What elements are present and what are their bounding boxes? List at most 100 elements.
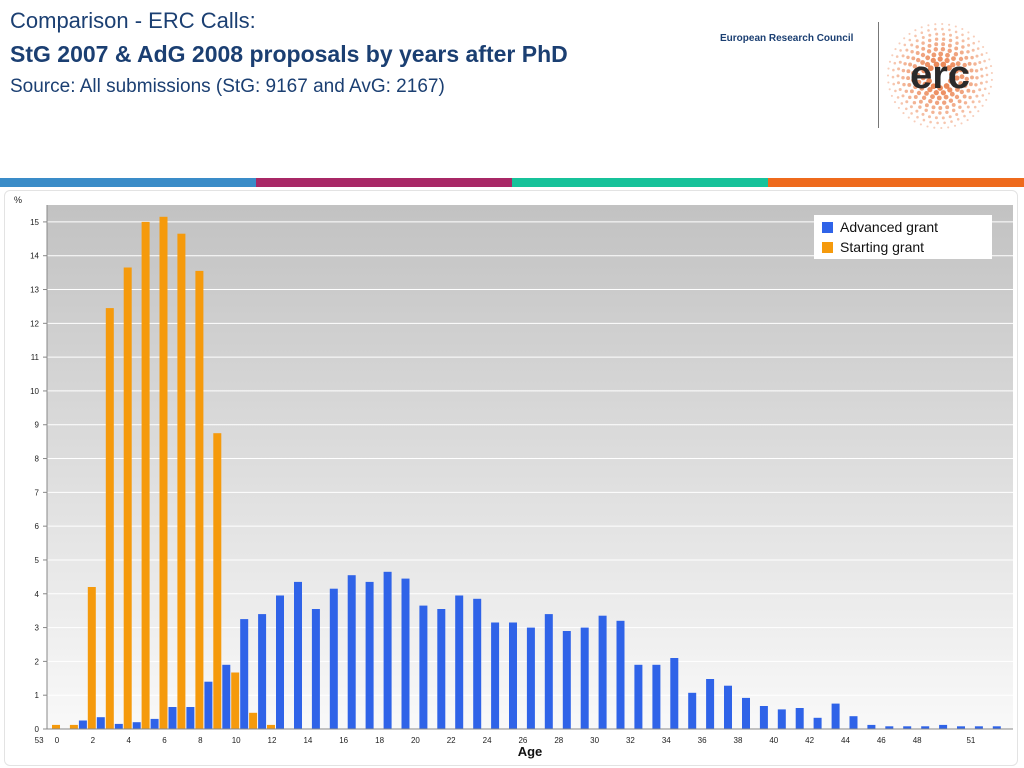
logo-dot [898,87,902,92]
advanced-grant-bar [186,707,195,729]
logo-dot [914,34,917,38]
y-tick-label: 2 [35,657,40,666]
logo-dot [975,94,979,98]
logo-dot [943,121,946,125]
logo-dot [911,56,916,61]
logo-dot [933,89,939,96]
x-tick-label: 10 [232,736,241,745]
starting-grant-bar [52,724,60,729]
logo-dot [911,70,916,76]
logo-dot [969,68,974,73]
logo-dot [901,54,905,58]
logo-dot [928,99,933,104]
logo-dot [928,33,932,37]
logo-dot [968,95,972,100]
starting-grant-bar [123,267,132,729]
x-tick-label: 22 [447,736,456,745]
logo-dot [989,85,992,88]
advanced-grant-bar [473,598,482,729]
logo-dot [978,60,982,65]
logo-dot [891,54,894,57]
logo-dot [950,62,956,68]
logo-dot [951,102,956,107]
logo-dot [910,112,913,115]
logo-dot [972,35,975,38]
logo-dot [961,109,965,113]
logo-dot [920,31,924,34]
logo-dot [908,38,912,42]
logo-dot [919,123,922,126]
logo-dot [968,110,972,114]
x-tick-label: 28 [554,736,563,745]
logo-dot [948,115,952,119]
legend-label: Advanced grant [840,219,938,235]
logo-dot [990,71,993,75]
logo-dot [893,61,897,65]
logo-dot [973,105,977,109]
y-tick-label: 6 [35,522,40,531]
logo-dot [945,110,949,115]
x-tick-label: 0 [55,736,60,745]
logo-dot [941,22,944,26]
logo-dot [926,78,932,84]
advanced-grant-bar [491,622,500,729]
logo-text: erc [910,53,970,97]
logo-dot [915,39,919,43]
logo-dot [924,103,929,108]
logo-dot [938,111,942,115]
logo-dot [897,106,900,109]
logo-dot [949,91,955,97]
logo-dot [934,23,937,26]
logo-dot [907,82,912,87]
logo-dot [901,75,905,80]
advanced-grant-bar [580,627,589,729]
advanced-grant-bar [652,664,661,729]
y-tick-label: 7 [35,488,40,497]
logo-dot [973,62,977,66]
logo-dot [962,94,967,99]
logo-dot [967,37,970,40]
logo-dot [940,90,947,96]
y-tick-label: 11 [31,353,40,362]
logo-dot [975,54,979,58]
y-axis-label: % [14,195,22,205]
x-tick-label: 53 [35,736,44,745]
advanced-grant-bar [437,609,446,729]
advanced-grant-bar [939,724,948,729]
x-tick-label: 40 [769,736,778,745]
advanced-grant-bar [96,717,105,729]
y-tick-label: 12 [30,319,39,328]
advanced-grant-bar [168,707,177,729]
logo-dot [909,89,914,94]
logo-dot [920,74,926,81]
logo-dot [941,116,945,120]
advanced-grant-bar [258,614,267,729]
logo-dot [938,51,944,57]
logo-dot [944,57,950,64]
logo-dot [981,104,984,107]
logo-dot [929,120,932,124]
logo-dot [926,49,932,54]
logo-dot [893,101,897,104]
logo-dot [913,84,918,90]
logo-dot [906,69,911,74]
x-axis-ticks: 0 2 4 6 8 10 12 14 16 18 20 22 24 26 28 30 32 34 36 38 40 42 4… [35,736,976,745]
logo-dot [934,42,939,47]
logo-dot [947,43,952,48]
advanced-grant-bar [347,575,356,729]
logo-dot [943,83,950,89]
logo-dot [967,61,972,66]
x-tick-label: 30 [590,736,599,745]
starting-grant-bar [249,712,258,729]
advanced-grant-bar [921,726,930,729]
x-tick-label: 42 [805,736,814,745]
advanced-grant-bar [150,718,159,729]
logo-dot [916,115,919,119]
logo-dot [908,95,912,100]
logo-dot [910,49,914,54]
logo-dot [926,125,929,128]
advanced-grant-bar [813,717,822,729]
logo-dot [948,23,951,26]
logo-dot [963,114,966,118]
logo-dot [963,83,968,88]
